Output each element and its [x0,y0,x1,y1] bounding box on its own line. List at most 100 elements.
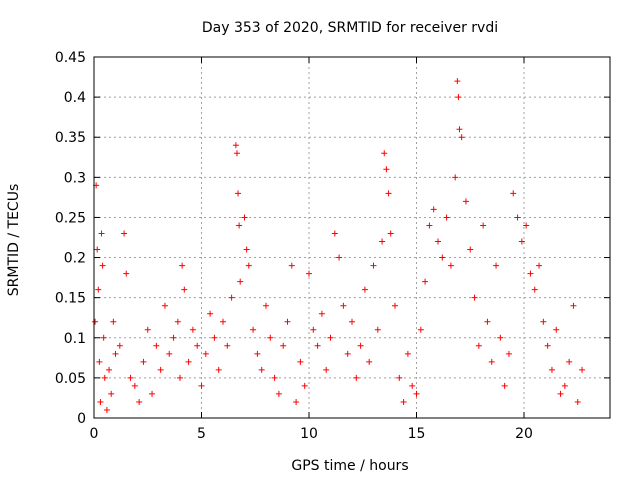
data-point [232,142,239,149]
x-axis-label: GPS time / hours [291,458,408,474]
data-point [263,302,269,309]
data-point [455,94,462,101]
data-point [106,366,113,373]
data-point [198,382,205,389]
data-point [103,406,110,413]
data-point [301,382,308,389]
data-point [385,190,392,197]
y-tick-label: 0.3 [64,170,86,186]
data-point [233,150,240,157]
data-point [275,390,282,397]
data-point [505,350,512,357]
data-point [323,366,330,373]
data-point [531,286,538,293]
data-point [523,222,530,229]
data-point [361,286,368,293]
data-point [336,254,343,261]
data-point [435,238,441,245]
data-point [404,350,411,357]
data-point [123,270,130,277]
data-point [454,78,461,85]
data-point [271,374,278,381]
data-point [370,262,377,269]
data-point [207,310,214,317]
y-tick-label: 0.25 [55,210,86,226]
data-point [194,342,201,349]
data-point [258,366,265,373]
data-point [392,302,398,309]
data-point [157,366,164,373]
data-point [514,214,521,221]
data-point [100,334,107,341]
data-point [561,382,568,389]
data-point [153,342,160,349]
data-point [236,222,243,229]
data-point [518,238,525,245]
data-point [413,390,420,397]
data-point [544,342,551,349]
data-point [224,342,231,349]
data-point [553,326,560,333]
data-point [480,222,487,229]
data-point [293,398,300,405]
data-point [387,230,394,237]
data-point [98,230,105,237]
data-point [101,374,108,381]
data-point [462,198,469,205]
y-tick-label: 0.4 [64,90,86,106]
data-point [471,294,478,301]
data-point [331,230,338,237]
data-point [131,382,138,389]
data-point [181,286,188,293]
data-point [235,190,242,197]
data-point [417,326,424,333]
data-point [430,206,437,213]
data-point [243,246,250,253]
data-point [536,262,543,269]
data-point [215,366,222,373]
data-point [149,390,156,397]
data-point [540,318,547,325]
x-tick-label: 15 [408,426,426,442]
data-point [426,222,433,229]
data-point [254,350,261,357]
x-tick-label: 5 [197,426,206,442]
data-point [99,262,106,269]
data-point [228,294,235,301]
data-point [447,262,454,269]
x-tick-label: 10 [300,426,318,442]
data-point [574,398,581,405]
data-point [220,318,226,325]
data-point [510,190,517,197]
data-point [456,126,463,133]
y-tick-label: 0.05 [55,371,86,387]
data-point [396,374,403,381]
data-points [92,78,586,413]
data-point [166,350,173,357]
data-point [241,214,248,221]
data-point [94,246,101,253]
y-tick-label: 0.15 [55,291,86,307]
data-point [110,318,117,325]
data-point [493,262,500,269]
data-point [381,150,388,157]
data-point [237,278,244,285]
data-point [344,350,351,357]
data-point [174,318,181,325]
data-point [579,366,586,373]
y-tick-label: 0.1 [64,331,86,347]
data-point [467,246,474,253]
data-point [96,358,103,365]
data-point [548,366,555,373]
data-point [340,302,347,309]
data-point [127,374,134,381]
data-point [144,326,151,333]
data-point [314,342,321,349]
data-point [202,350,209,357]
data-point [570,302,577,309]
data-point [112,350,119,357]
data-point [250,326,257,333]
data-point [557,390,564,397]
data-point [95,286,102,293]
